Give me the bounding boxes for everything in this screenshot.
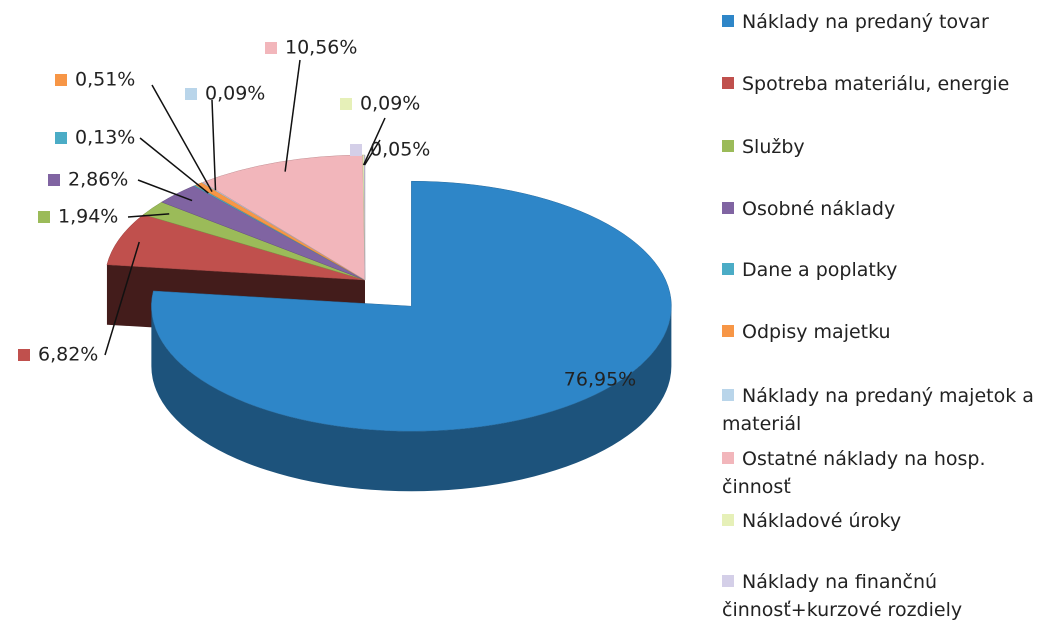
legend-item: Odpisy majetku (722, 318, 1057, 346)
legend-label: Náklady na predaný tovar (742, 11, 989, 33)
leader-line (151, 84, 213, 192)
leader-line (137, 179, 193, 202)
label-marker (340, 98, 352, 110)
legend-item: Náklady na predaný tovar (722, 8, 1057, 36)
label-marker (38, 211, 50, 223)
leader-line (362, 117, 386, 166)
legend-swatch (722, 575, 734, 587)
legend-item: Nákladové úroky (722, 507, 1057, 535)
legend-swatch (722, 514, 734, 526)
legend-swatch (722, 389, 734, 401)
label-marker (350, 144, 362, 156)
legend-swatch (722, 452, 734, 464)
data-label: 1,94% (58, 206, 118, 228)
data-label: 0,05% (370, 139, 430, 161)
leader-line (139, 137, 209, 194)
legend-item: Náklady na finančnú činnosť+kurzové rozd… (722, 568, 1057, 624)
legend-item: Služby (722, 133, 1057, 161)
data-label: 0,51% (75, 69, 135, 91)
label-marker (265, 42, 277, 54)
legend-item: Ostatné náklady na hosp. činnosť (722, 445, 1057, 501)
label-marker (185, 88, 197, 100)
label-marker (18, 349, 30, 361)
legend-label: Ostatné náklady na hosp. činnosť (722, 448, 986, 498)
label-marker (48, 174, 60, 186)
label-marker (55, 74, 67, 86)
label-marker (55, 132, 67, 144)
data-label: 76,95% (564, 369, 636, 391)
legend-swatch (722, 15, 734, 27)
legend-swatch (722, 77, 734, 89)
legend-item: Osobné náklady (722, 195, 1057, 223)
data-label: 10,56% (285, 37, 357, 59)
leader-line (284, 59, 301, 172)
legend-label: Nákladové úroky (742, 510, 902, 532)
legend-item: Dane a poplatky (722, 256, 1057, 284)
leader-line (363, 139, 381, 166)
leader-line (127, 213, 170, 218)
leader-line (211, 99, 217, 191)
data-label: 2,86% (68, 169, 128, 191)
legend-label: Služby (742, 136, 805, 158)
data-label: 0,09% (205, 83, 265, 105)
legend-swatch (722, 325, 734, 337)
leader-line (104, 241, 140, 356)
data-label: 6,82% (38, 344, 98, 366)
slice (151, 180, 672, 432)
data-label: 0,09% (360, 93, 420, 115)
legend-label: Náklady na finančnú činnosť+kurzové rozd… (722, 571, 963, 621)
legend-label: Dane a poplatky (742, 259, 898, 281)
legend-label: Náklady na predaný majetok a materiál (722, 385, 1034, 435)
legend-swatch (722, 140, 734, 152)
legend-label: Odpisy majetku (742, 321, 891, 343)
legend-item: Spotreba materiálu, energie (722, 70, 1057, 98)
legend-swatch (722, 202, 734, 214)
slice-side (151, 306, 672, 492)
data-label: 0,13% (75, 127, 135, 149)
legend-label: Osobné náklady (742, 198, 896, 220)
legend-item: Náklady na predaný majetok a materiál (722, 382, 1057, 438)
slice (363, 154, 366, 281)
legend-label: Spotreba materiálu, energie (742, 73, 1010, 95)
legend-swatch (722, 263, 734, 275)
